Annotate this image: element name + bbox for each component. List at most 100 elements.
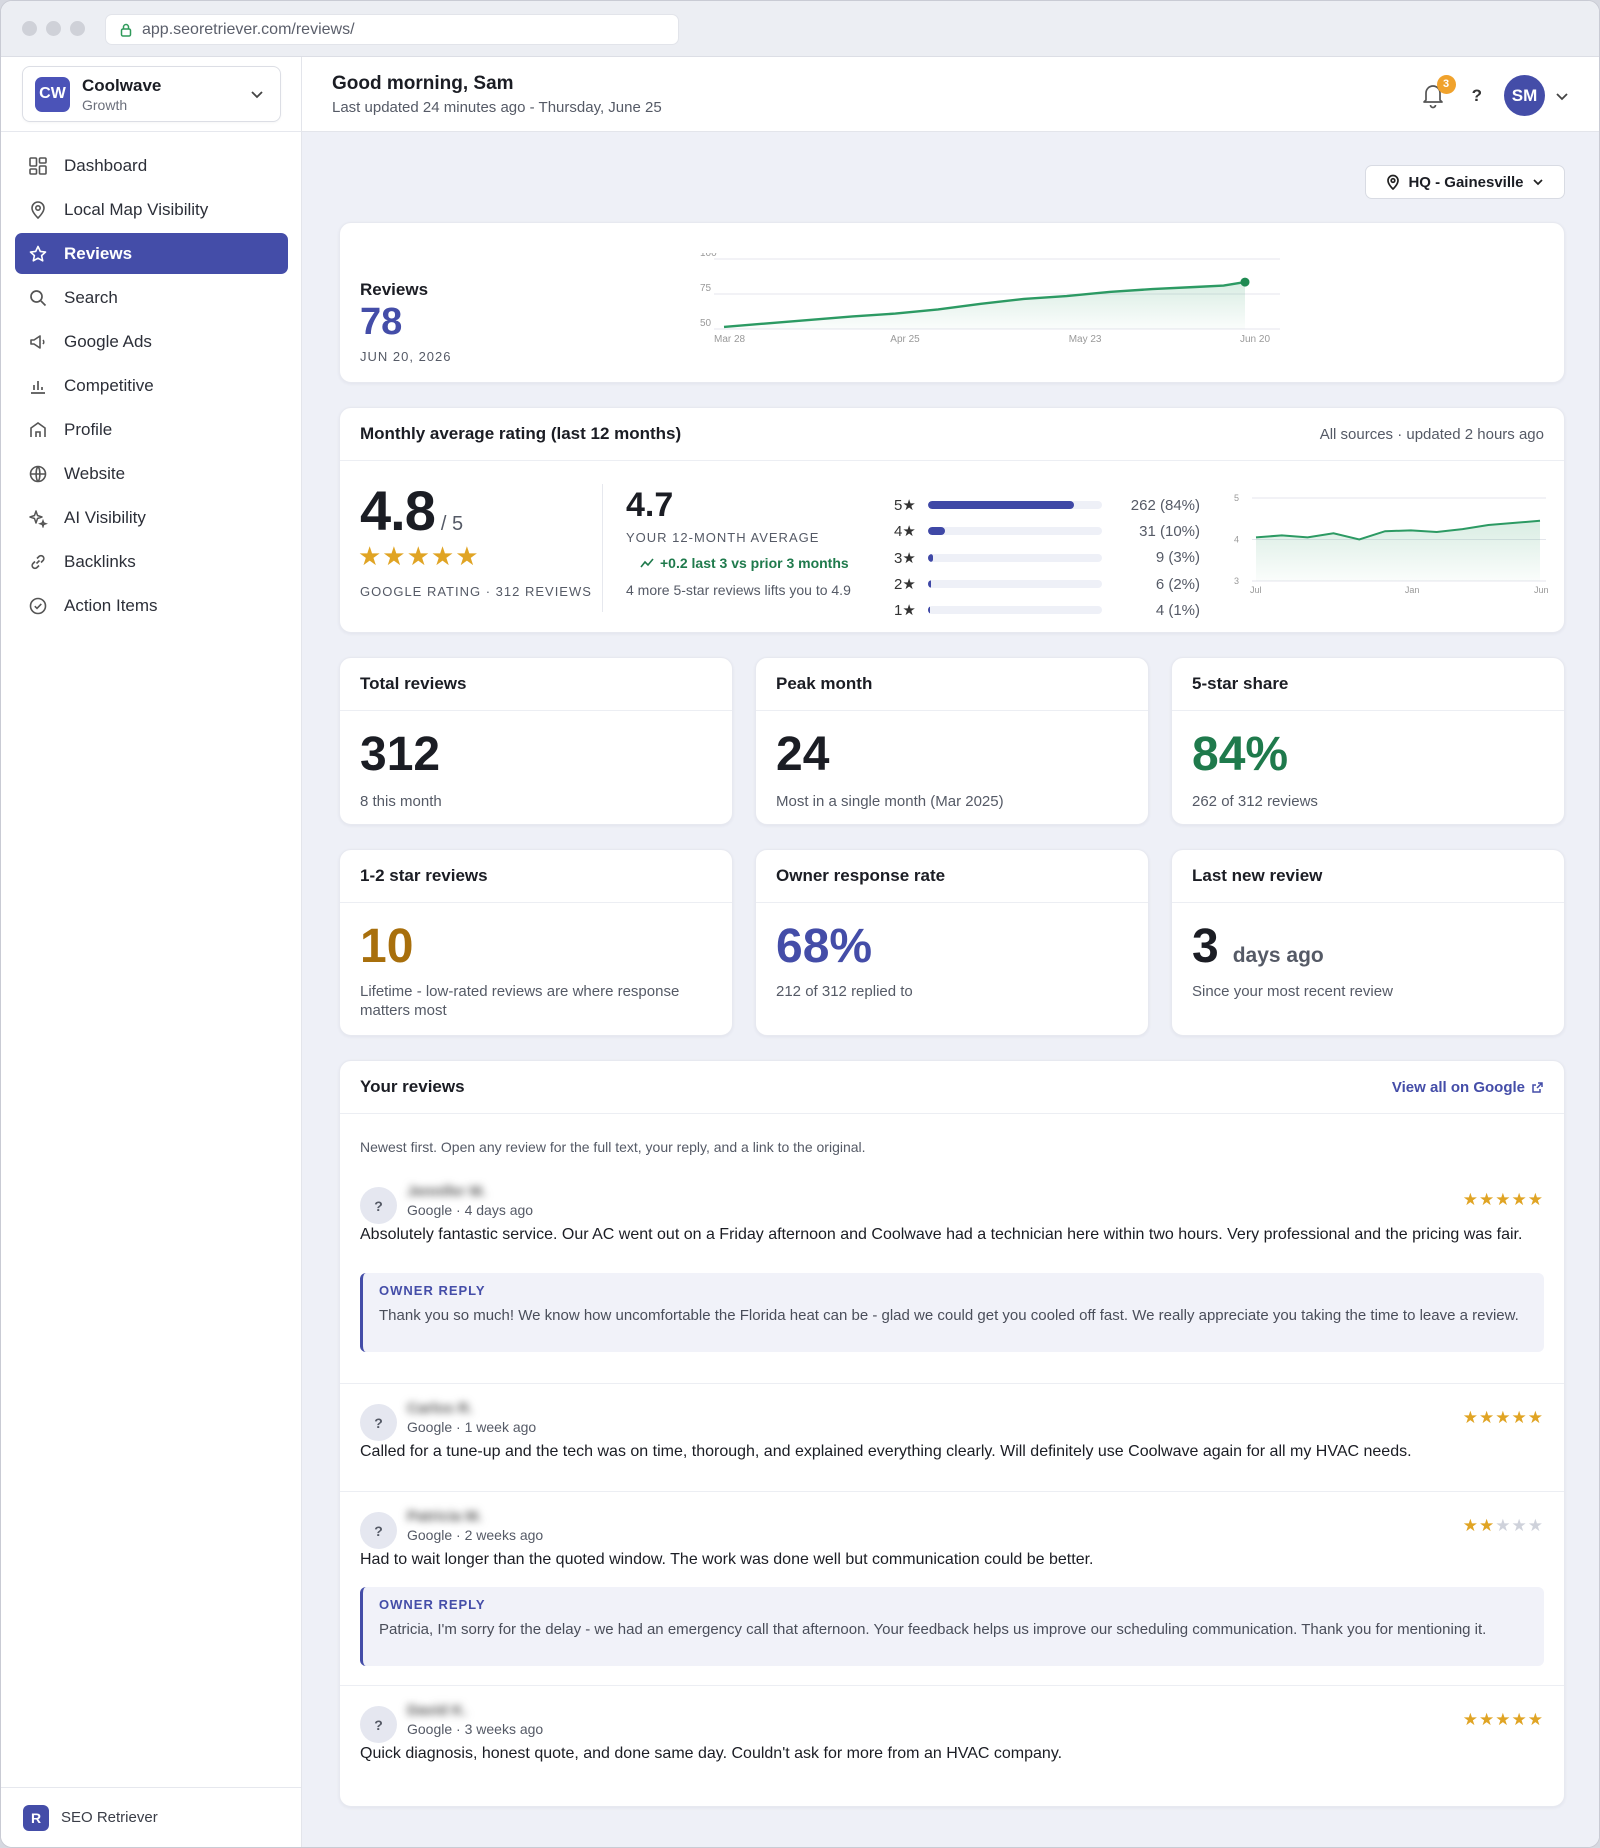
review-meta: Google · 4 days ago — [407, 1202, 534, 1218]
star-icon: ★ — [1511, 1516, 1528, 1535]
reviewer-avatar: ? — [360, 1187, 397, 1224]
x-tick-label: Jul — [1250, 585, 1262, 595]
maximize-dot[interactable] — [70, 21, 85, 36]
review-item[interactable]: ? David K. Google · 3 weeks ago ★★★★★ Qu… — [340, 1686, 1564, 1786]
kpi-sub: 262 of 312 reviews — [1192, 793, 1318, 810]
dist-star: 2★ — [894, 576, 916, 594]
sidebar-item-search[interactable]: Search — [15, 277, 288, 318]
review-stars: ★★★★★ — [1463, 1516, 1544, 1536]
sidebar-item-website[interactable]: Website — [15, 453, 288, 494]
chevron-down-icon[interactable] — [1555, 89, 1569, 103]
dist-count: 31 (10%) — [1139, 522, 1200, 540]
org-plan: Growth — [82, 96, 128, 113]
dist-count: 262 (84%) — [1130, 496, 1200, 514]
kpi-card-last-new-review: Last new review 3 days ago Since your mo… — [1171, 849, 1565, 1036]
sidebar-item-competitive[interactable]: Competitive — [15, 365, 288, 406]
sidebar-item-label: Website — [64, 463, 126, 483]
bell-icon — [1422, 84, 1443, 108]
storefront-icon — [30, 421, 46, 437]
notification-badge: 3 — [1436, 74, 1456, 94]
reviews-intro: Newest first. Open any review for the fu… — [360, 1139, 866, 1155]
user-avatar[interactable]: SM — [1504, 75, 1545, 116]
link-icon — [31, 554, 45, 569]
kpi-value: 312 — [360, 728, 441, 781]
sidebar-item-label: Dashboard — [64, 155, 148, 175]
kpi-label: 1-2 star reviews — [360, 866, 488, 885]
address-bar[interactable]: app.seoretriever.com/reviews/ — [105, 14, 679, 45]
reviewer-name: Carlos R. — [407, 1400, 473, 1417]
y-tick-label: 75 — [700, 283, 712, 294]
dist-bar — [928, 580, 932, 589]
sidebar-item-ai-visibility[interactable]: AI Visibility — [15, 497, 288, 538]
dist-row-3: 3★ 9 (3%) — [894, 545, 1200, 571]
review-text: Called for a tune-up and the tech was on… — [360, 1443, 1412, 1460]
sidebar-item-google-ads[interactable]: Google Ads — [15, 321, 288, 362]
review-item[interactable]: ? Carlos R. Google · 1 week ago ★★★★★ Ca… — [340, 1384, 1564, 1492]
dist-count: 9 (3%) — [1155, 549, 1200, 567]
review-stars: ★★★★★ — [1463, 1190, 1544, 1210]
reviewer-name: David K. — [407, 1702, 468, 1719]
notifications-button[interactable]: 3 — [1420, 74, 1456, 111]
lock-icon — [120, 23, 132, 37]
sidebar-item-label: Profile — [64, 419, 113, 439]
owner-reply-label: OWNER REPLY — [379, 1283, 486, 1298]
sidebar-item-reviews[interactable]: Reviews — [15, 233, 288, 274]
owner-reply-text: Patricia, I'm sorry for the delay - we h… — [379, 1621, 1487, 1638]
kpi-sub: 212 of 312 replied to — [776, 983, 913, 1000]
star-icon: ★ — [1527, 1516, 1544, 1535]
review-text: Quick diagnosis, honest quote, and done … — [360, 1745, 1063, 1762]
kpi-sub: 8 this month — [360, 793, 442, 810]
data-point — [1240, 277, 1250, 287]
review-item[interactable]: ? Jennifer M. Google · 4 days ago ★★★★★ … — [340, 1166, 1564, 1384]
star-icon: ★ — [1527, 1190, 1544, 1209]
star-icon: ★ — [1511, 1408, 1528, 1427]
kpi-sub: Since your most recent review — [1192, 983, 1393, 1000]
dist-bar — [928, 527, 946, 536]
star-icon: ★ — [1511, 1710, 1528, 1729]
map-pin-icon — [1387, 174, 1400, 190]
kpi-card-total-reviews: Total reviews 312 8 this month — [339, 657, 733, 825]
review-meta: Google · 1 week ago — [407, 1419, 537, 1435]
reviewer-avatar: ? — [360, 1706, 397, 1743]
main-content: HQ - Gainesville Reviews 78 JUN 20, 2026… — [302, 132, 1599, 1847]
rating-distribution: 5★ 262 (84%) 4★ 31 (10%) 3★ 9 (3%) 2★ 6 (2%)… — [894, 492, 1200, 623]
reviews-card-title: Reviews — [360, 280, 429, 299]
star-icon: ★ — [1462, 1190, 1479, 1209]
sidebar-item-label: Backlinks — [64, 551, 136, 571]
x-tick-label: Apr 25 — [890, 334, 920, 345]
star-icon: ★ — [1495, 1710, 1512, 1729]
trend-row: +0.2 last 3 vs prior 3 months — [640, 555, 849, 571]
sidebar-item-action-items[interactable]: Action Items — [15, 585, 288, 626]
sidebar-item-dashboard[interactable]: Dashboard — [15, 145, 288, 186]
star-icon: ★ — [1479, 1190, 1496, 1209]
your-reviews-card: Your reviews View all on Google Newest f… — [339, 1060, 1565, 1807]
help-button[interactable]: ? — [1471, 85, 1482, 105]
sidebar-item-backlinks[interactable]: Backlinks — [15, 541, 288, 582]
sidebar-item-profile[interactable]: Profile — [15, 409, 288, 450]
chevron-down-icon — [1532, 179, 1543, 186]
sidebar-nav: Dashboard Local Map Visibility Reviews S… — [15, 145, 288, 629]
view-all-link[interactable]: View all on Google — [1392, 1079, 1544, 1096]
location-label: HQ - Gainesville — [1408, 173, 1524, 191]
y-tick-label: 50 — [700, 318, 712, 329]
org-switcher[interactable]: CW Coolwave Growth — [22, 66, 281, 122]
close-dot[interactable] — [22, 21, 37, 36]
dist-star: 1★ — [894, 602, 916, 620]
review-item[interactable]: ? Patricia M. Google · 2 weeks ago ★★★★★… — [340, 1492, 1564, 1686]
location-selector[interactable]: HQ - Gainesville — [1365, 165, 1565, 199]
trend-up-icon — [640, 558, 654, 568]
star-icon: ★ — [1479, 1710, 1496, 1729]
dist-row-2: 2★ 6 (2%) — [894, 571, 1200, 597]
minimize-dot[interactable] — [46, 21, 61, 36]
bar-chart-icon — [31, 380, 45, 394]
sidebar-item-label: AI Visibility — [64, 507, 146, 527]
rating-card-title: Monthly average rating (last 12 months) — [360, 424, 682, 443]
brand-name: SEO Retriever — [61, 1809, 158, 1826]
sidebar-item-local-map-visibility[interactable]: Local Map Visibility — [15, 189, 288, 230]
kpi-label: Owner response rate — [776, 866, 946, 885]
rating-stars: ★★★★★ — [358, 541, 480, 571]
series-line — [1255, 519, 1541, 541]
x-tick-label: May 23 — [1069, 334, 1102, 345]
last-updated: Last updated 24 minutes ago - Thursday, … — [332, 99, 662, 116]
dist-count: 4 (1%) — [1155, 601, 1200, 619]
